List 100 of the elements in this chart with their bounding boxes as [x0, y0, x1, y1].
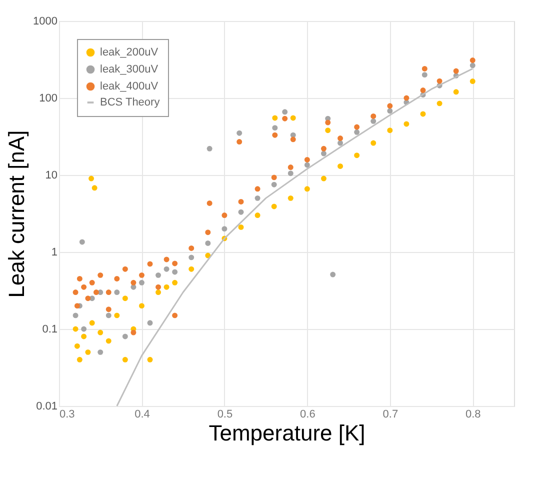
point	[236, 139, 242, 145]
point	[172, 312, 178, 318]
point	[272, 132, 278, 138]
x-tick-label: 0.7	[382, 408, 398, 420]
point	[122, 334, 128, 340]
point	[98, 349, 104, 355]
point	[288, 195, 294, 201]
point	[387, 128, 393, 134]
point	[72, 290, 78, 295]
legend-label: leak_200uV	[100, 46, 159, 58]
point	[206, 146, 212, 152]
y-tick-label: 0.1	[42, 324, 58, 336]
point	[205, 230, 211, 236]
point	[81, 284, 87, 290]
point	[130, 330, 136, 336]
point	[470, 78, 476, 84]
y-tick-label: 10	[45, 170, 58, 182]
point	[271, 174, 277, 180]
point	[147, 261, 153, 267]
point	[282, 116, 288, 122]
point	[74, 303, 80, 309]
point	[420, 88, 426, 94]
point	[172, 260, 178, 266]
point	[89, 320, 95, 326]
point	[404, 121, 410, 127]
legend-label: BCS Theory	[100, 96, 160, 108]
point	[354, 129, 360, 135]
point	[470, 58, 476, 64]
point	[156, 284, 162, 290]
y-axis-title: Leak current [nA]	[4, 130, 30, 298]
point	[98, 272, 104, 278]
point	[89, 280, 95, 286]
point	[164, 266, 170, 272]
y-tick-label: 1	[51, 246, 58, 258]
point	[320, 150, 326, 156]
point	[106, 306, 112, 312]
x-axis-title: Temperature [K]	[208, 420, 366, 446]
point	[172, 280, 178, 286]
point	[156, 272, 162, 278]
point	[85, 349, 91, 355]
point	[122, 296, 128, 302]
point	[106, 338, 112, 344]
point	[172, 269, 178, 275]
point	[88, 176, 94, 182]
y-tick-label: 100	[39, 92, 58, 104]
point	[370, 118, 376, 124]
point	[205, 240, 211, 246]
point	[436, 100, 442, 106]
point	[164, 284, 170, 290]
point	[114, 276, 120, 282]
point	[147, 356, 153, 362]
point	[470, 62, 476, 68]
point	[147, 320, 153, 326]
point	[320, 146, 326, 152]
point	[130, 280, 136, 286]
point	[436, 78, 442, 84]
point	[254, 186, 260, 192]
point	[122, 266, 128, 272]
legend-label: leak_300uV	[100, 64, 159, 76]
point	[304, 156, 310, 162]
point	[330, 272, 336, 278]
y-tick-label: 1000	[33, 16, 58, 28]
point	[188, 254, 194, 260]
point	[338, 140, 344, 146]
point	[453, 89, 459, 95]
x-tick-label: 0.6	[300, 408, 316, 420]
point	[92, 185, 98, 191]
point	[188, 245, 194, 251]
point	[254, 212, 260, 218]
point	[74, 343, 80, 349]
point	[72, 326, 78, 332]
point	[114, 312, 120, 318]
point	[81, 334, 87, 340]
point	[422, 66, 428, 72]
point	[106, 290, 112, 295]
point	[271, 182, 277, 188]
point	[98, 330, 104, 336]
point	[338, 136, 344, 141]
point	[85, 296, 91, 302]
point	[370, 113, 376, 119]
point	[272, 125, 278, 131]
point	[370, 140, 376, 146]
point	[156, 290, 162, 295]
legend-label: leak_400uV	[100, 80, 159, 92]
point	[354, 124, 360, 130]
point	[420, 111, 426, 117]
x-tick-label: 0.4	[134, 408, 150, 420]
point	[122, 356, 128, 362]
point	[222, 226, 228, 232]
point	[238, 224, 244, 230]
point	[304, 186, 310, 192]
x-tick-label: 0.3	[60, 408, 75, 420]
x-tick-label: 0.8	[465, 408, 481, 420]
point	[320, 176, 326, 182]
point	[271, 204, 277, 210]
point	[238, 198, 244, 204]
point	[404, 95, 410, 101]
point	[76, 356, 82, 362]
point	[72, 312, 78, 318]
point	[387, 108, 393, 114]
